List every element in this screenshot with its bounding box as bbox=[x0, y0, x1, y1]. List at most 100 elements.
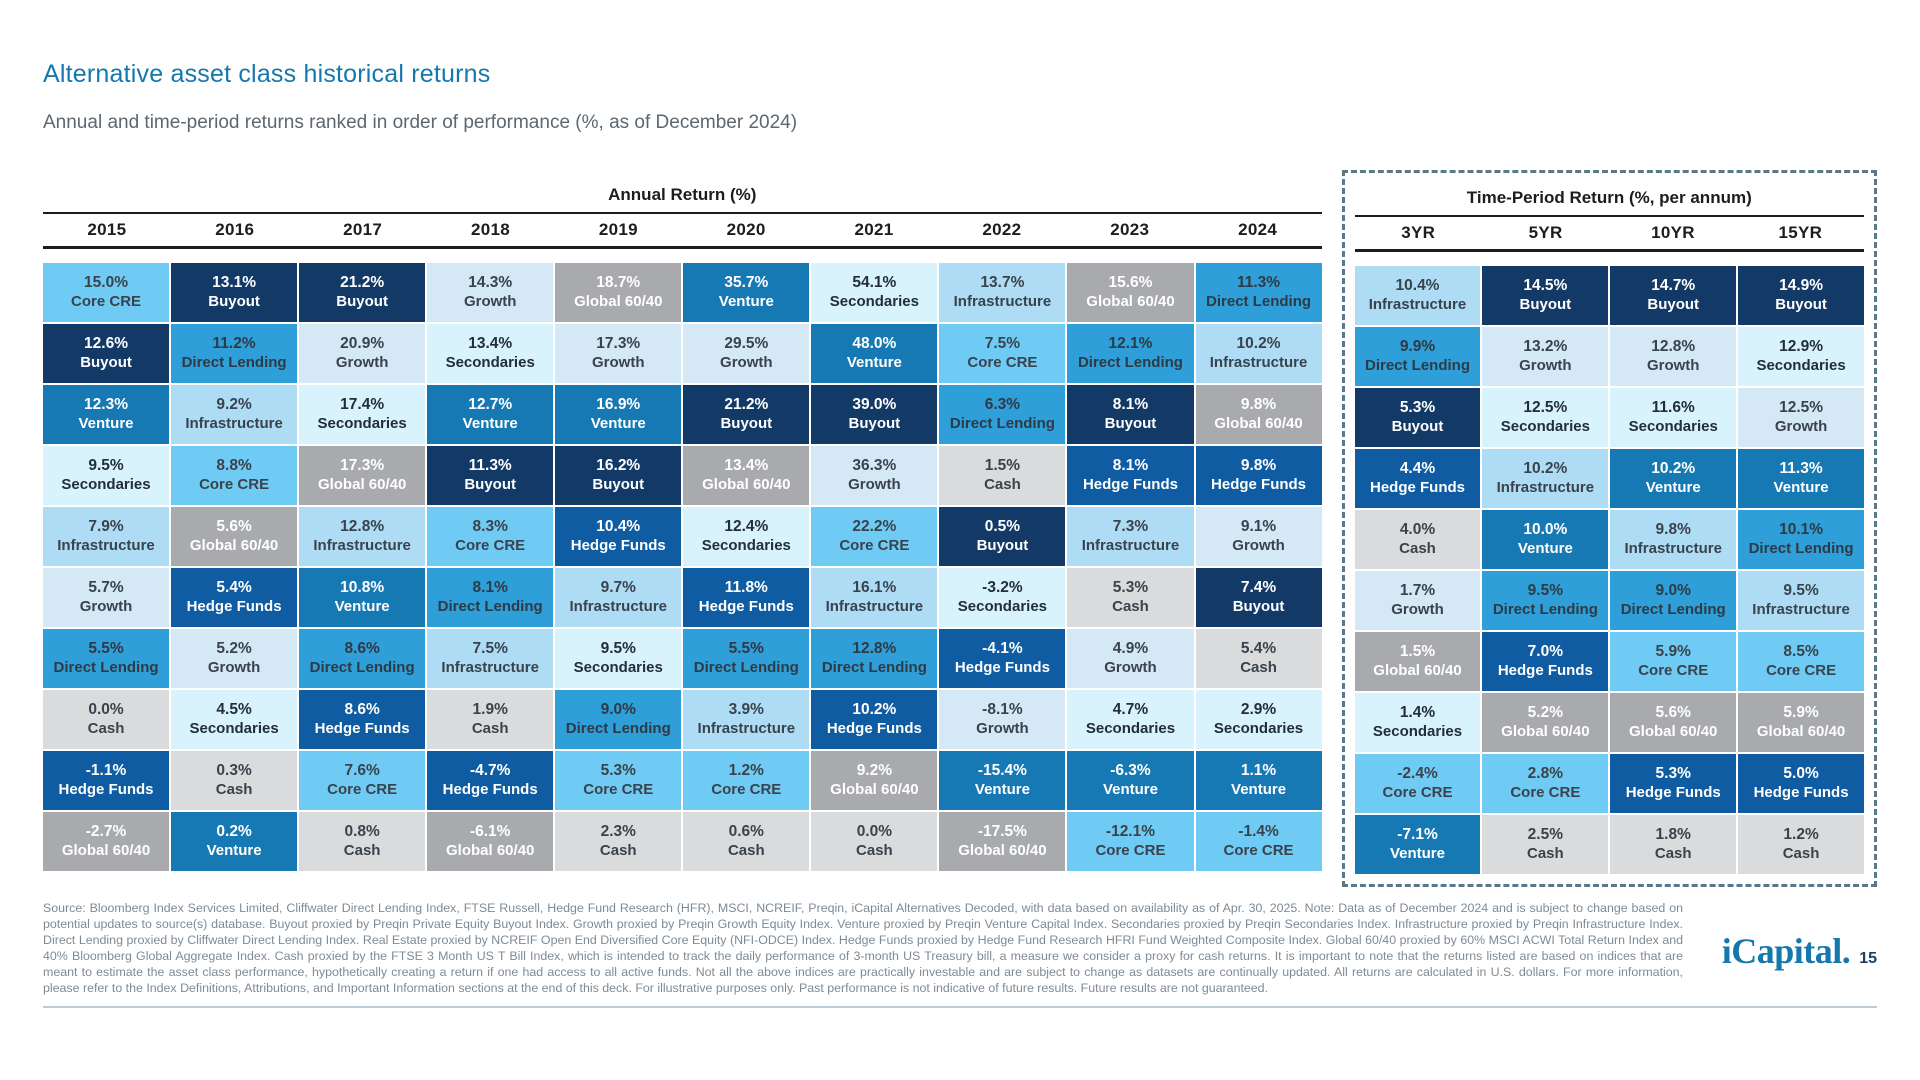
return-value: -17.5% bbox=[977, 823, 1027, 841]
return-cell: 39.0% Buyout bbox=[811, 385, 938, 444]
return-cell: 9.1% Growth bbox=[1195, 507, 1322, 566]
return-cell: 17.3% Growth bbox=[555, 324, 682, 383]
return-value: 12.8% bbox=[1651, 338, 1696, 356]
return-value: 13.1% bbox=[212, 274, 257, 292]
return-cell: 0.2% Venture bbox=[171, 812, 298, 871]
asset-class-label: Growth bbox=[720, 353, 773, 371]
asset-class-label: Direct Lending bbox=[309, 658, 415, 676]
return-value: 35.7% bbox=[724, 274, 769, 292]
asset-class-label: Core CRE bbox=[1382, 783, 1453, 801]
return-value: -12.1% bbox=[1105, 823, 1156, 841]
asset-class-label: Core CRE bbox=[1223, 841, 1294, 859]
return-value: 36.3% bbox=[852, 457, 897, 475]
return-value: 15.6% bbox=[1108, 274, 1153, 292]
return-value: 12.1% bbox=[1108, 335, 1153, 353]
return-value: 11.8% bbox=[724, 579, 768, 597]
asset-class-label: Growth bbox=[207, 658, 261, 676]
return-value: 9.8% bbox=[1240, 457, 1277, 475]
asset-class-label: Core CRE bbox=[839, 536, 910, 554]
return-value: 1.9% bbox=[472, 701, 508, 719]
return-cell: 21.2% Buyout bbox=[683, 385, 810, 444]
return-value: 1.5% bbox=[984, 457, 1021, 475]
return-cell: 1.5% Cash bbox=[939, 446, 1066, 505]
return-value: 9.1% bbox=[1240, 518, 1277, 536]
asset-class-label: Global 60/40 bbox=[1086, 292, 1175, 310]
asset-class-label: Buyout bbox=[464, 475, 517, 493]
return-value: 9.8% bbox=[1240, 396, 1277, 414]
asset-class-label: Secondaries bbox=[573, 658, 663, 676]
asset-class-label: Buyout bbox=[1391, 417, 1444, 435]
asset-class-label: Venture bbox=[1389, 844, 1445, 862]
year-header-row: 2015 2016 2017 2018 2019 2020 2021 2022 2023 2024 bbox=[43, 214, 1322, 246]
return-cell: 18.7% Global 60/40 bbox=[555, 263, 682, 322]
return-value: -6.1% bbox=[469, 823, 511, 841]
return-value: 9.8% bbox=[1655, 521, 1691, 539]
return-cell: 0.3% Cash bbox=[171, 751, 298, 810]
return-value: 11.3% bbox=[1236, 274, 1281, 292]
return-value: 13.4% bbox=[468, 335, 513, 353]
return-value: 4.4% bbox=[1399, 460, 1436, 478]
return-cell: 11.8% Hedge Funds bbox=[683, 568, 810, 627]
return-cell: 5.3% Buyout bbox=[1354, 388, 1481, 447]
return-value: 4.9% bbox=[1112, 640, 1149, 658]
asset-class-label: Venture bbox=[1231, 780, 1287, 798]
return-cell: 9.8% Global 60/40 bbox=[1195, 385, 1322, 444]
time-period-returns-grid: 10.4% Infrastructure 14.5% Buyout 14.7% Buyou… bbox=[1354, 266, 1864, 874]
asset-class-label: Hedge Funds bbox=[442, 780, 538, 798]
asset-class-label: Cash bbox=[599, 841, 637, 859]
asset-class-label: Infrastructure bbox=[569, 597, 668, 615]
return-cell: -4.1% Hedge Funds bbox=[939, 629, 1066, 688]
header-rule-thick bbox=[1354, 249, 1864, 252]
return-cell: 7.9% Infrastructure bbox=[43, 507, 170, 566]
return-value: -3.2% bbox=[982, 579, 1023, 597]
return-cell: 5.6% Global 60/40 bbox=[171, 507, 298, 566]
asset-class-label: Infrastructure bbox=[1368, 295, 1467, 313]
return-cell: 4.4% Hedge Funds bbox=[1354, 449, 1481, 508]
column-header: 3YR bbox=[1401, 223, 1436, 242]
return-value: 9.2% bbox=[216, 396, 252, 414]
header-rule-thin bbox=[43, 212, 1322, 214]
return-value: -4.7% bbox=[469, 762, 511, 780]
return-cell: 9.7% Infrastructure bbox=[555, 568, 682, 627]
return-cell: 9.8% Infrastructure bbox=[1610, 510, 1737, 569]
asset-class-label: Direct Lending bbox=[1748, 539, 1854, 557]
return-cell: 9.5% Secondaries bbox=[43, 446, 170, 505]
return-cell: 5.6% Global 60/40 bbox=[1610, 693, 1737, 752]
asset-class-label: Core CRE bbox=[1638, 661, 1709, 679]
page-title: Alternative asset class historical retur… bbox=[43, 60, 491, 88]
asset-class-label: Hedge Funds bbox=[186, 597, 282, 615]
page-number: 15 bbox=[1859, 950, 1877, 967]
return-cell: 35.7% Venture bbox=[683, 263, 810, 322]
return-value: 6.3% bbox=[984, 396, 1021, 414]
asset-class-label: Hedge Funds bbox=[698, 597, 794, 615]
return-cell: 4.5% Secondaries bbox=[171, 690, 298, 749]
column-header: 2019 bbox=[598, 220, 638, 239]
return-cell: 10.1% Direct Lending bbox=[1738, 510, 1864, 569]
return-value: 10.1% bbox=[1779, 521, 1824, 539]
return-cell: 5.5% Direct Lending bbox=[43, 629, 170, 688]
return-cell: 14.7% Buyout bbox=[1610, 266, 1737, 325]
asset-class-label: Hedge Funds bbox=[954, 658, 1050, 676]
return-cell: 12.5% Secondaries bbox=[1482, 388, 1609, 447]
return-cell: 2.9% Secondaries bbox=[1195, 690, 1322, 749]
return-cell: 14.5% Buyout bbox=[1482, 266, 1609, 325]
asset-class-label: Hedge Funds bbox=[58, 780, 154, 798]
asset-class-label: Global 60/40 bbox=[1501, 722, 1590, 740]
return-value: 16.9% bbox=[596, 396, 641, 414]
return-cell: -7.1% Venture bbox=[1354, 815, 1481, 874]
return-value: 5.6% bbox=[1655, 704, 1691, 722]
return-cell: 11.6% Secondaries bbox=[1610, 388, 1737, 447]
asset-class-label: Growth bbox=[463, 292, 517, 310]
return-cell: 4.9% Growth bbox=[1067, 629, 1194, 688]
asset-class-label: Buyout bbox=[1647, 295, 1700, 313]
return-cell: 13.2% Growth bbox=[1482, 327, 1609, 386]
asset-class-label: Global 60/40 bbox=[189, 536, 279, 554]
asset-class-label: Hedge Funds bbox=[314, 719, 410, 737]
annual-section-header: Annual Return (%) bbox=[608, 185, 757, 204]
asset-class-label: Global 60/40 bbox=[317, 475, 407, 493]
return-cell: 14.9% Buyout bbox=[1738, 266, 1864, 325]
return-cell: -6.1% Global 60/40 bbox=[427, 812, 554, 871]
return-cell: 13.7% Infrastructure bbox=[939, 263, 1066, 322]
return-cell: 11.2% Direct Lending bbox=[171, 324, 298, 383]
return-cell: 8.6% Direct Lending bbox=[299, 629, 426, 688]
